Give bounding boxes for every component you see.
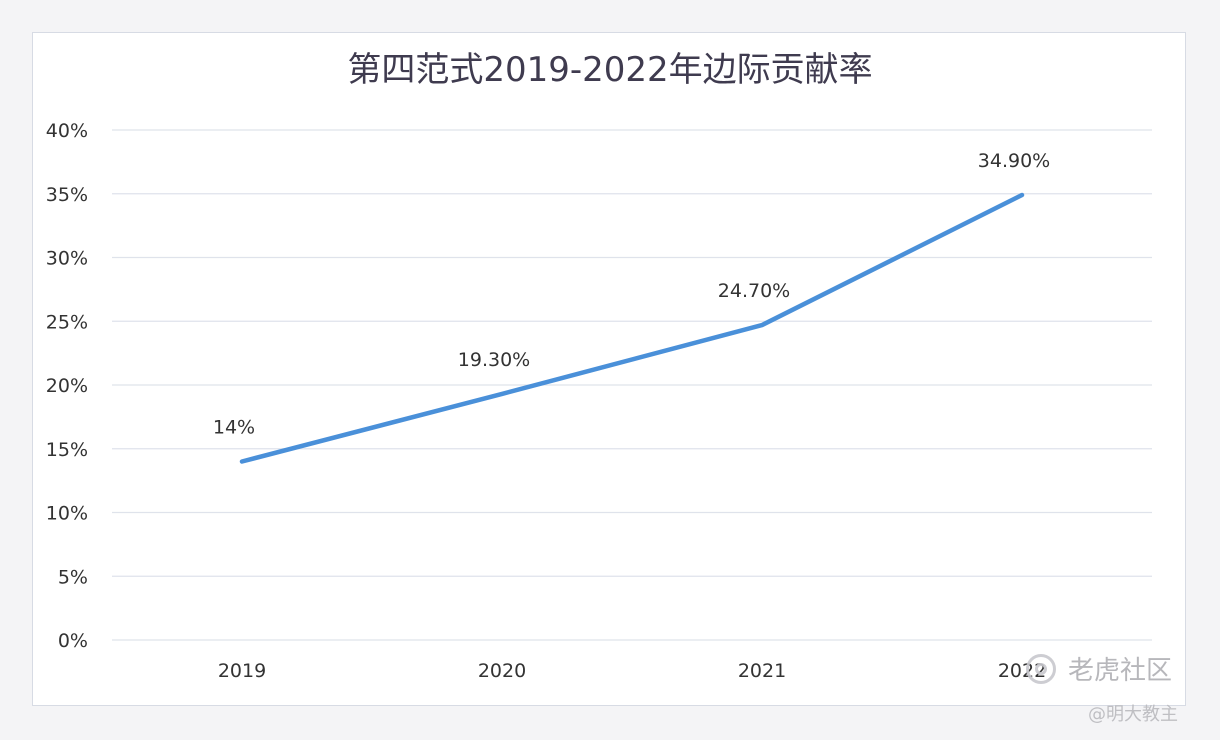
data-label: 24.70% — [718, 280, 790, 302]
watermark-brand-text: 老虎社区 — [1068, 656, 1173, 686]
x-tick-label: 2020 — [478, 660, 526, 682]
data-label: 14% — [213, 417, 255, 439]
y-tick-label: 40% — [46, 120, 88, 142]
data-label: 19.30% — [458, 349, 530, 371]
series — [239, 192, 1025, 464]
data-labels: 14% 19.30% 24.70% 34.90% — [213, 150, 1050, 438]
watermark-brand: 老虎社区 — [1026, 650, 1172, 687]
data-label: 34.90% — [978, 150, 1050, 172]
x-axis: 2019 2020 2021 2022 — [218, 660, 1046, 682]
x-tick-label: 2019 — [218, 660, 266, 682]
y-tick-label: 5% — [58, 566, 88, 588]
y-axis: 0% 5% 10% 15% 20% 25% 30% 35% 40% — [46, 120, 88, 652]
x-tick-label: 2021 — [738, 660, 786, 682]
y-tick-label: 20% — [46, 375, 88, 397]
gridlines — [112, 129, 1152, 641]
y-tick-label: 35% — [46, 184, 88, 206]
watermark-author: @明大教主 — [1088, 704, 1178, 725]
y-tick-label: 15% — [46, 439, 88, 461]
y-tick-label: 25% — [46, 311, 88, 333]
y-tick-label: 0% — [58, 630, 88, 652]
chart-card — [32, 32, 1186, 706]
y-tick-label: 10% — [46, 503, 88, 525]
brand-logo-icon — [1026, 653, 1056, 684]
series-line — [239, 192, 1025, 464]
chart-title: 第四范式2019-2022年边际贡献率 — [347, 50, 873, 90]
y-tick-label: 30% — [46, 248, 88, 270]
